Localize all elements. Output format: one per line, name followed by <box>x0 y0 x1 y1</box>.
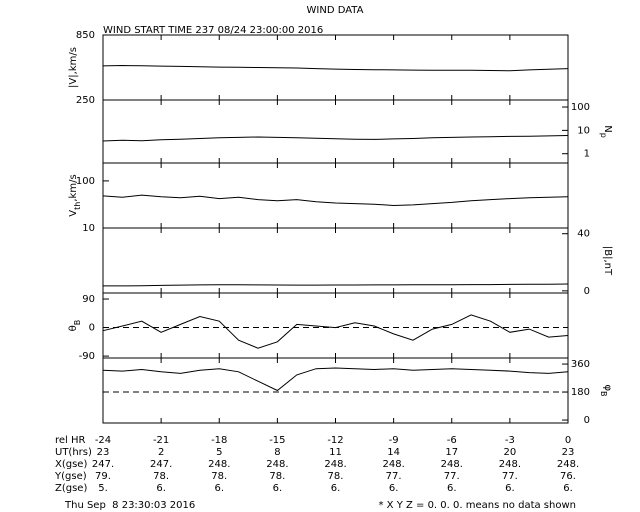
y-axis-label-part: φ <box>602 384 613 391</box>
table-cell: 248. <box>557 459 579 470</box>
data-line <box>103 283 569 287</box>
table-cell: 6. <box>273 483 283 494</box>
table-cell: 77. <box>386 471 402 482</box>
table-cell: 6. <box>505 483 515 494</box>
row-label: Y(gse) <box>54 471 87 482</box>
table-cell: 6. <box>156 483 166 494</box>
y-axis-label-part: θ <box>68 325 79 331</box>
row-label: Z(gse) <box>55 483 87 494</box>
row-label: X(gse) <box>55 459 87 470</box>
y-axis-label-part: |V|,km/s <box>68 47 79 88</box>
y-axis-label: |B|,nT <box>602 246 613 276</box>
y-axis-label: Vth,km/s <box>68 174 82 216</box>
x-tick-label: -18 <box>211 435 227 446</box>
panel-frame <box>102 227 569 294</box>
table-cell: 2 <box>158 447 164 458</box>
table-cell: 14 <box>387 447 400 458</box>
x-tick-label: 0 <box>565 435 571 446</box>
x-tick-label: -21 <box>153 435 169 446</box>
footer-note: * X Y Z = 0. 0. 0. means no data shown <box>378 500 576 511</box>
table-cell: 6. <box>447 483 457 494</box>
x-tick-label: -6 <box>447 435 457 446</box>
title: WIND DATA <box>307 5 364 16</box>
data-line <box>102 367 569 392</box>
y-axis-label: |V|,km/s <box>68 47 79 88</box>
table-cell: 5. <box>98 483 108 494</box>
table-cell: 248. <box>266 459 288 470</box>
footer-date: Thu Sep 8 23:30:03 2016 <box>64 500 195 511</box>
x-tick-label: -9 <box>389 435 399 446</box>
table-cell: 77. <box>444 471 460 482</box>
x-tick-label: -24 <box>95 435 111 446</box>
table-cell: 248. <box>441 459 463 470</box>
y-tick-label: 40 <box>577 229 590 240</box>
panel-frame <box>102 162 569 229</box>
data-line <box>102 135 569 142</box>
table-cell: 78. <box>153 471 169 482</box>
subtitle: WIND START TIME 237 08/24 23:00:00 2016 <box>103 25 323 36</box>
y-axis-label-part: N <box>602 125 613 132</box>
y-tick-label: 0 <box>584 415 590 426</box>
panel-frame <box>102 99 569 164</box>
table-cell: 8 <box>274 447 280 458</box>
data-line <box>102 194 569 207</box>
table-cell: 6. <box>389 483 399 494</box>
y-tick-label: 90 <box>82 294 95 305</box>
y-axis-label-part: V <box>68 210 79 217</box>
y-tick-label: 850 <box>76 30 95 41</box>
y-tick-label: 360 <box>571 359 590 370</box>
table-cell: 248. <box>324 459 346 470</box>
y-axis-label: θB <box>68 320 82 332</box>
y-tick-label: -90 <box>79 351 95 362</box>
y-tick-label: 0 <box>584 286 590 297</box>
table-cell: 78. <box>269 471 285 482</box>
y-axis-label-part: |B|,nT <box>602 246 613 276</box>
y-tick-label: 1 <box>584 149 590 160</box>
x-tick-label: -15 <box>269 435 285 446</box>
table-cell: 79. <box>95 471 111 482</box>
y-axis-label: Np <box>599 125 613 138</box>
y-tick-label: 10 <box>82 223 95 234</box>
table-cell: 77. <box>502 471 518 482</box>
table-cell: 247. <box>150 459 172 470</box>
y-tick-label: 180 <box>571 387 590 398</box>
y-tick-label: 250 <box>76 95 95 106</box>
table-cell: 17 <box>445 447 458 458</box>
y-axis-label-part: ,km/s <box>68 174 79 201</box>
table-cell: 248. <box>382 459 404 470</box>
data-line <box>102 64 569 72</box>
table-cell: 23 <box>97 447 110 458</box>
y-axis-label: φB <box>599 384 613 396</box>
x-tick-label: -3 <box>505 435 515 446</box>
table-cell: 78. <box>211 471 227 482</box>
table-cell: 23 <box>562 447 575 458</box>
table-cell: 247. <box>92 459 114 470</box>
table-cell: 248. <box>499 459 521 470</box>
table-cell: 248. <box>208 459 230 470</box>
table-cell: 6. <box>331 483 341 494</box>
y-tick-label: 10 <box>577 125 590 136</box>
y-tick-label: 100 <box>571 102 590 113</box>
x-tick-label: -12 <box>327 435 343 446</box>
y-axis-label-part: B <box>599 391 608 397</box>
table-cell: 11 <box>329 447 342 458</box>
y-axis-label-part: B <box>73 320 82 326</box>
table-cell: 78. <box>328 471 344 482</box>
table-cell: 6. <box>214 483 224 494</box>
table-cell: 20 <box>504 447 517 458</box>
table-cell: 6. <box>563 483 573 494</box>
row-label: rel HR <box>55 435 86 446</box>
row-label: UT(hrs) <box>55 447 92 458</box>
y-tick-label: 0 <box>89 323 95 334</box>
panel-frame <box>102 34 569 101</box>
y-tick-label: 100 <box>76 176 95 187</box>
table-cell: 76. <box>560 471 576 482</box>
y-axis-label-part: p <box>599 133 608 138</box>
table-cell: 5 <box>216 447 222 458</box>
y-axis-label-part: th <box>73 202 82 210</box>
data-line <box>102 314 569 349</box>
